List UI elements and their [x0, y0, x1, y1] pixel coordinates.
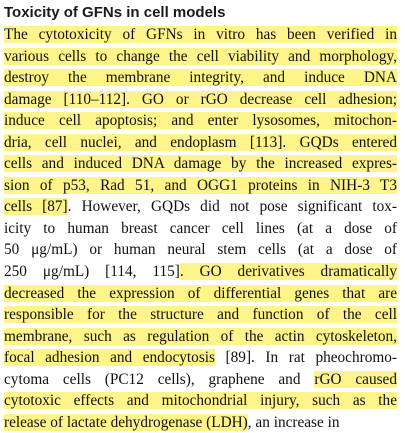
text-line: various cells to change the cell viabili…	[4, 46, 397, 68]
highlighted-text: damage [110–112]. GO or rGO decrease cel…	[4, 90, 397, 108]
highlighted-text: The cytotoxicity of GFNs in vitro has be…	[4, 26, 397, 43]
text-line: membrane, such as regulation of the acti…	[4, 326, 397, 348]
text-run: cytoma cells (PC12 cells), graphene and	[4, 370, 315, 388]
text-line: focal adhesion and endocytosis [89]. In …	[4, 347, 397, 369]
highlighted-text: decreased the expression of differential…	[4, 284, 397, 302]
text-run: 250 μg/mL) [114, 115]	[4, 263, 180, 281]
highlighted-text: cells and induced DNA damage by the incr…	[4, 155, 397, 173]
highlighted-text: destroy the membrane integrity, and indu…	[4, 69, 397, 87]
highlighted-text: various cells to change the cell viabili…	[4, 47, 397, 65]
text-line: cells and induced DNA damage by the incr…	[4, 153, 397, 175]
text-line: cytoma cells (PC12 cells), graphene and …	[4, 369, 397, 391]
text-line: The cytotoxicity of GFNs in vitro has be…	[4, 24, 397, 46]
body-paragraph: The cytotoxicity of GFNs in vitro has be…	[4, 24, 398, 433]
text-line: cytotoxic effects and mitochondrial inju…	[4, 390, 397, 412]
text-line: destroy the membrane integrity, and indu…	[4, 67, 397, 89]
text-line: release of lactate dehydrogenase (LDH), …	[4, 412, 397, 433]
highlighted-text: release of lactate dehydrogenase (LDH)	[4, 413, 248, 431]
text-line: cells [87]. However, GQDs did not pose s…	[4, 196, 397, 218]
highlighted-text: dria, cell nuclei, and endoplasm [113]. …	[4, 133, 397, 151]
text-line: 250 μg/mL) [114, 115]. GO derivatives dr…	[4, 261, 398, 283]
text-run: icity to human breast cancer cell lines …	[4, 219, 397, 237]
text-run: 50 μg/mL) or human neural stem cells (at…	[4, 241, 397, 259]
text-run: , an increase in	[247, 413, 340, 431]
highlighted-text: responsible for the structure and functi…	[4, 306, 397, 324]
text-line: icity to human breast cancer cell lines …	[4, 218, 397, 240]
highlighted-text: cells [87]	[4, 198, 68, 216]
text-line: responsible for the structure and functi…	[4, 304, 397, 326]
highlighted-text: . GO derivatives dramatically	[179, 263, 398, 281]
text-run: [89]. In rat pheochromo-	[214, 349, 398, 367]
document-page: Toxicity of GFNs in cell models The cyto…	[4, 4, 398, 431]
text-line: dria, cell nuclei, and endoplasm [113]. …	[4, 132, 397, 154]
text-line: damage [110–112]. GO or rGO decrease cel…	[4, 89, 397, 111]
text-line: decreased the expression of differential…	[4, 283, 397, 305]
highlighted-text: focal adhesion and endocytosis	[4, 349, 215, 367]
highlighted-text: cytotoxic effects and mitochondrial inju…	[4, 392, 397, 410]
section-heading: Toxicity of GFNs in cell models	[4, 4, 226, 21]
text-line: sion of p53, Rad 51, and OGG1 proteins i…	[4, 175, 397, 197]
text-line: induce cell apoptosis; and enter lysosom…	[4, 110, 397, 132]
highlighted-text: induce cell apoptosis; and enter lysosom…	[4, 112, 397, 130]
text-run: . However, GQDs did not pose significant…	[67, 198, 397, 216]
highlighted-text: membrane, such as regulation of the acti…	[4, 327, 397, 345]
highlighted-text: sion of p53, Rad 51, and OGG1 proteins i…	[4, 176, 397, 194]
text-line: 50 μg/mL) or human neural stem cells (at…	[4, 239, 397, 261]
highlighted-text: rGO caused	[314, 370, 397, 388]
